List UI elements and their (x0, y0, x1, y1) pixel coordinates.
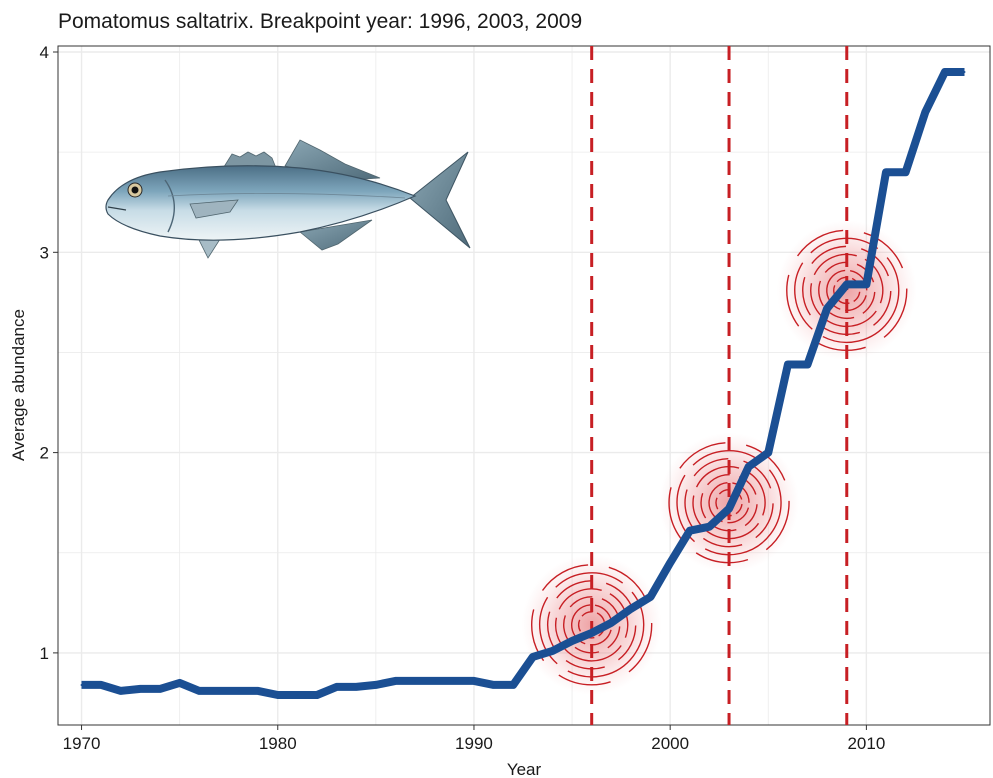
x-tick-label: 1970 (63, 734, 101, 753)
data-point (708, 525, 711, 528)
data-point (237, 689, 240, 692)
data-point (453, 679, 456, 682)
data-point (335, 685, 338, 688)
data-point (943, 71, 946, 74)
data-point (139, 687, 142, 690)
data-point (826, 307, 829, 310)
data-point (80, 683, 83, 686)
data-point (786, 363, 789, 366)
data-point (217, 689, 220, 692)
breakpoint-highlights (521, 220, 917, 695)
plot-panel (57, 45, 991, 726)
data-point (669, 561, 672, 564)
data-point (571, 639, 574, 642)
data-point (767, 451, 770, 454)
data-point (355, 685, 358, 688)
series-line (81, 68, 965, 699)
data-point (257, 689, 260, 692)
x-tick-label: 2000 (651, 734, 689, 753)
data-point (492, 683, 495, 686)
data-point (845, 283, 848, 286)
data-point (433, 679, 436, 682)
data-point (590, 631, 593, 634)
axes: 1970 1980 1990 2000 2010 1 2 3 4 (40, 43, 886, 753)
y-tick-label: 3 (40, 243, 49, 262)
data-point (747, 465, 750, 468)
x-tick-label: 1990 (455, 734, 493, 753)
data-point (629, 607, 632, 610)
data-point (963, 71, 966, 74)
data-point (100, 683, 103, 686)
data-point (806, 363, 809, 366)
data-point (904, 171, 907, 174)
data-point (885, 171, 888, 174)
data-point (276, 693, 279, 696)
data-point (924, 111, 927, 114)
x-tick-label: 1980 (259, 734, 297, 753)
y-tick-label: 1 (40, 644, 49, 663)
data-point (394, 679, 397, 682)
y-tick-label: 2 (40, 444, 49, 463)
series (80, 68, 966, 699)
data-point (315, 693, 318, 696)
data-point (728, 507, 731, 510)
data-point (610, 621, 613, 624)
data-point (472, 679, 475, 682)
data-point (296, 693, 299, 696)
data-point (649, 595, 652, 598)
x-tick-label: 2010 (847, 734, 885, 753)
data-point (531, 655, 534, 658)
data-point (414, 679, 417, 682)
chart-title: Pomatomus saltatrix. Breakpoint year: 19… (58, 10, 583, 33)
y-axis-label: Average abundance (9, 309, 28, 461)
breakpoint-lines (590, 46, 849, 725)
data-point (865, 283, 868, 286)
y-tick-label: 4 (40, 43, 49, 62)
data-point (688, 529, 691, 532)
data-point (198, 689, 201, 692)
bluefish-illustration (105, 139, 471, 259)
x-axis-label: Year (507, 760, 542, 778)
data-point (512, 683, 515, 686)
data-point (374, 683, 377, 686)
data-point (551, 649, 554, 652)
data-point (178, 681, 181, 684)
data-point (119, 689, 122, 692)
data-point (159, 687, 162, 690)
